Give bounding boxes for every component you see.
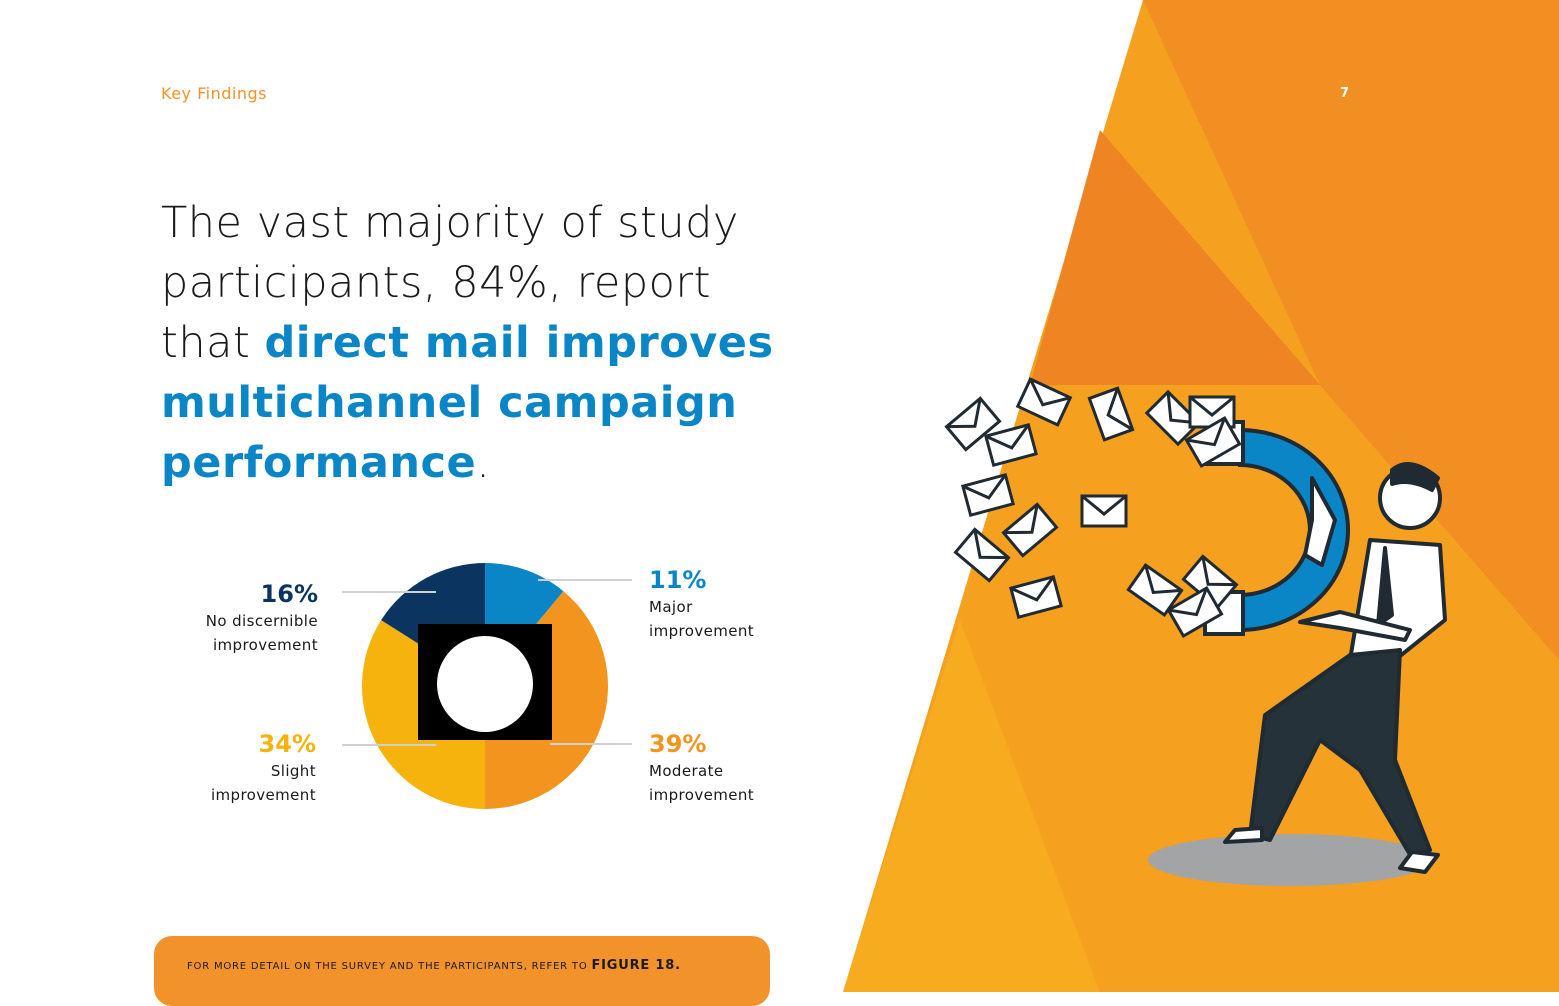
- person-shadow-icon: [1148, 834, 1432, 886]
- pct-label-3: 16%: [261, 580, 318, 608]
- pie-center-hole: [437, 636, 533, 732]
- category-label-0-1: improvement: [649, 622, 754, 640]
- footer-bar: For more detail on the survey and the pa…: [154, 936, 770, 1006]
- category-label-1-1: improvement: [649, 786, 754, 804]
- envelope-icons: [944, 377, 1242, 639]
- page-number: 7: [1340, 86, 1350, 101]
- figure-reference-link[interactable]: FIGURE 18.: [591, 958, 681, 973]
- category-label-2-1: improvement: [211, 786, 316, 804]
- pct-label-0: 11%: [649, 566, 706, 594]
- category-label-3-1: improvement: [213, 636, 318, 654]
- headline: The vast majority of study participants,…: [161, 193, 781, 493]
- footer-text: For more detail on the survey and the pa…: [187, 961, 592, 972]
- headline-end: .: [476, 438, 491, 488]
- headline-highlight: direct mail improves multichannel campai…: [161, 318, 774, 488]
- category-label-0-0: Major: [649, 598, 693, 616]
- headline-text: The vast majority of study participants,…: [161, 198, 739, 368]
- category-label-3-0: No discernible: [206, 612, 318, 630]
- category-label-2-0: Slight: [271, 762, 316, 780]
- footer-note: For more detail on the survey and the pa…: [187, 958, 681, 973]
- category-label-1-0: Moderate: [649, 762, 724, 780]
- section-label: Key Findings: [161, 84, 267, 103]
- pct-label-2: 34%: [259, 730, 316, 758]
- businessman-icon: [1223, 462, 1447, 874]
- pct-label-1: 39%: [649, 730, 706, 758]
